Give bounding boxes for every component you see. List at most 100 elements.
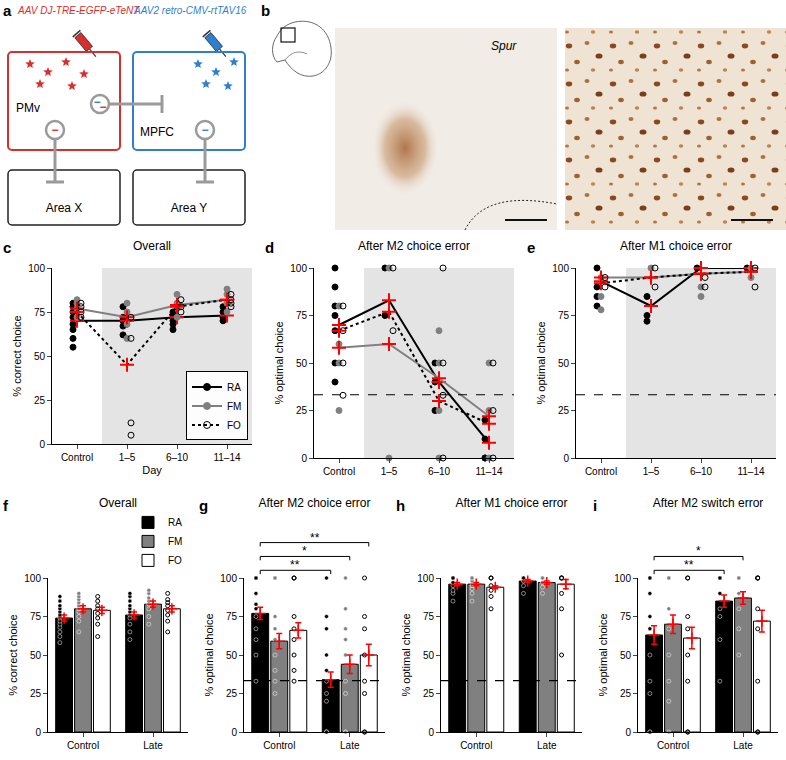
html-text:d: d (265, 239, 275, 256)
svg-text:100: 100 (28, 263, 45, 274)
svg-text:Overall: Overall (99, 496, 137, 510)
svg-text:6–10: 6–10 (428, 466, 451, 477)
html-text:b: b (261, 2, 271, 19)
svg-text:0: 0 (563, 453, 569, 464)
svg-text:Control: Control (323, 466, 355, 477)
svg-text:After M1 choice error: After M1 choice error (455, 496, 567, 510)
svg-text:50: 50 (34, 351, 46, 362)
html-text:c: c (3, 239, 12, 256)
svg-text:11–14: 11–14 (475, 466, 503, 477)
svg-text:0: 0 (231, 727, 237, 738)
svg-text:Control: Control (67, 740, 99, 751)
svg-text:Overall: Overall (133, 239, 171, 253)
html-text:a: a (3, 2, 12, 19)
svg-text:50: 50 (296, 358, 308, 369)
svg-text:After M2 choice error: After M2 choice error (358, 239, 470, 253)
html-text:h: h (396, 497, 406, 514)
svg-text:100: 100 (614, 573, 631, 584)
svg-text:% optimal choice: % optimal choice (203, 613, 215, 696)
svg-text:25: 25 (558, 405, 570, 416)
svg-text:FM: FM (168, 536, 182, 547)
svg-text:75: 75 (423, 611, 435, 622)
svg-text:75: 75 (558, 310, 570, 321)
svg-text:25: 25 (226, 688, 238, 699)
svg-text:Late: Late (340, 740, 360, 751)
svg-text:% correct choice: % correct choice (7, 614, 19, 695)
svg-text:After M1 choice error: After M1 choice error (620, 239, 732, 253)
svg-text:0: 0 (35, 727, 41, 738)
svg-text:**: ** (684, 558, 694, 572)
svg-text:Control: Control (657, 740, 689, 751)
svg-text:1–5: 1–5 (381, 466, 398, 477)
html-text:g: g (199, 497, 209, 514)
svg-text:Late: Late (733, 740, 753, 751)
svg-text:After M2 choice error: After M2 choice error (258, 496, 370, 510)
svg-text:50: 50 (558, 358, 570, 369)
svg-text:75: 75 (226, 611, 238, 622)
svg-text:100: 100 (552, 263, 569, 274)
svg-text:−: − (51, 123, 58, 137)
svg-text:Control: Control (585, 466, 617, 477)
svg-text:Spur: Spur (491, 39, 517, 53)
svg-text:Control: Control (61, 452, 93, 463)
svg-text:Late: Late (537, 740, 557, 751)
svg-text:25: 25 (620, 688, 632, 699)
svg-text:RA: RA (168, 517, 182, 528)
svg-text:FO: FO (168, 555, 182, 566)
svg-text:0: 0 (39, 439, 45, 450)
svg-text:75: 75 (30, 611, 42, 622)
svg-text:75: 75 (620, 611, 632, 622)
svg-text:50: 50 (620, 650, 632, 661)
svg-text:50: 50 (226, 650, 238, 661)
svg-text:**: ** (310, 531, 320, 545)
html-text:e: e (527, 239, 536, 256)
svg-text:MPFC: MPFC (140, 125, 174, 139)
svg-text:75: 75 (296, 310, 308, 321)
svg-text:6–10: 6–10 (166, 452, 189, 463)
svg-text:−: − (99, 100, 106, 114)
svg-text:−: − (201, 123, 208, 137)
svg-text:Control: Control (460, 740, 492, 751)
svg-text:0: 0 (625, 727, 631, 738)
svg-text:Control: Control (263, 740, 295, 751)
svg-text:100: 100 (290, 263, 307, 274)
svg-text:75: 75 (34, 307, 46, 318)
svg-text:FM: FM (227, 401, 241, 412)
svg-text:AAV2 retro-CMV-rtTAV16: AAV2 retro-CMV-rtTAV16 (133, 5, 247, 16)
svg-text:100: 100 (24, 573, 41, 584)
svg-text:0: 0 (301, 453, 307, 464)
svg-text:% correct choice: % correct choice (11, 315, 23, 396)
svg-text:25: 25 (30, 688, 42, 699)
html-text:f: f (3, 497, 8, 514)
svg-text:25: 25 (296, 405, 308, 416)
svg-text:FO: FO (227, 420, 241, 431)
svg-text:1–5: 1–5 (119, 452, 136, 463)
svg-text:RA: RA (227, 382, 241, 393)
svg-text:6–10: 6–10 (690, 466, 713, 477)
svg-text:Area X: Area X (46, 201, 83, 215)
html-text:i: i (593, 497, 598, 514)
svg-text:25: 25 (34, 395, 46, 406)
svg-text:50: 50 (30, 650, 42, 661)
svg-text:0: 0 (428, 727, 434, 738)
svg-text:PMv: PMv (16, 101, 40, 115)
svg-text:After M2 switch error: After M2 switch error (653, 496, 764, 510)
svg-text:% optimal choice: % optimal choice (597, 613, 609, 696)
svg-text:*: * (302, 544, 307, 558)
svg-text:% optimal choice: % optimal choice (273, 321, 285, 404)
svg-text:Area Y: Area Y (171, 201, 207, 215)
svg-text:*: * (696, 544, 701, 558)
svg-text:% optimal choice: % optimal choice (400, 613, 412, 696)
svg-text:25: 25 (423, 688, 435, 699)
svg-text:**: ** (290, 558, 300, 572)
svg-text:Day: Day (142, 464, 162, 476)
svg-text:1–5: 1–5 (643, 466, 660, 477)
svg-text:Late: Late (143, 740, 163, 751)
svg-text:11–14: 11–14 (213, 452, 241, 463)
svg-text:50: 50 (423, 650, 435, 661)
svg-text:100: 100 (417, 573, 434, 584)
svg-text:% optimal choice: % optimal choice (535, 321, 547, 404)
svg-text:AAV DJ-TRE-EGFP-eTeNT: AAV DJ-TRE-EGFP-eTeNT (17, 5, 140, 16)
svg-text:11–14: 11–14 (737, 466, 765, 477)
svg-text:100: 100 (220, 573, 237, 584)
